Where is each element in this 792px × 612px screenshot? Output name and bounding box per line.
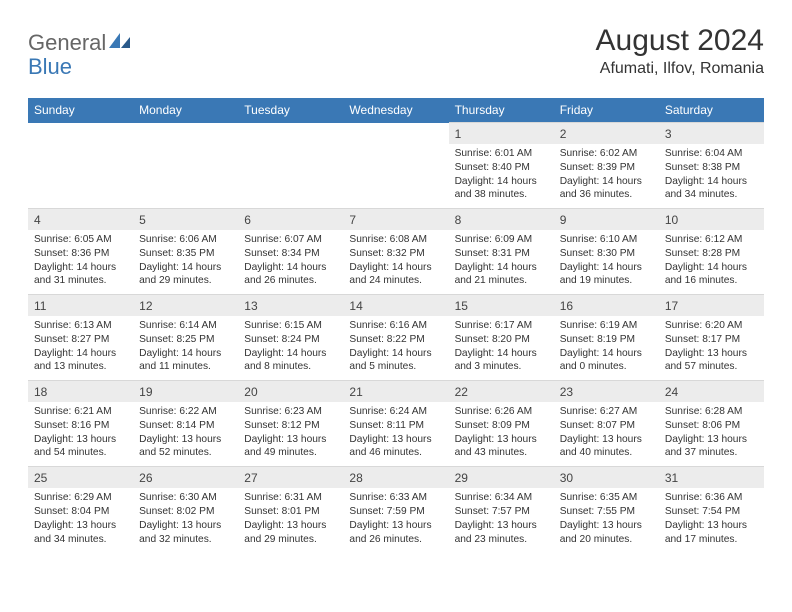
day-info-cell: Sunrise: 6:20 AMSunset: 8:17 PMDaylight:… [659, 316, 764, 381]
day-info-cell: Sunrise: 6:16 AMSunset: 8:22 PMDaylight:… [343, 316, 448, 381]
day-number-cell: 30 [554, 467, 659, 489]
day-info-cell: Sunrise: 6:22 AMSunset: 8:14 PMDaylight:… [133, 402, 238, 467]
day-number-cell: 18 [28, 381, 133, 403]
day-number-cell: 13 [238, 295, 343, 317]
day-number-cell: 11 [28, 295, 133, 317]
day-info-cell: Sunrise: 6:34 AMSunset: 7:57 PMDaylight:… [449, 488, 554, 552]
day-number-cell: 28 [343, 467, 448, 489]
weekday-header: Monday [133, 98, 238, 123]
day-number-cell: 12 [133, 295, 238, 317]
day-info-row: Sunrise: 6:29 AMSunset: 8:04 PMDaylight:… [28, 488, 764, 552]
weekday-header: Thursday [449, 98, 554, 123]
day-info-row: Sunrise: 6:05 AMSunset: 8:36 PMDaylight:… [28, 230, 764, 295]
day-number-cell: 31 [659, 467, 764, 489]
day-info-cell: Sunrise: 6:21 AMSunset: 8:16 PMDaylight:… [28, 402, 133, 467]
day-number-row: 25262728293031 [28, 467, 764, 489]
weekday-header: Tuesday [238, 98, 343, 123]
day-info-cell: Sunrise: 6:29 AMSunset: 8:04 PMDaylight:… [28, 488, 133, 552]
day-info-cell: Sunrise: 6:31 AMSunset: 8:01 PMDaylight:… [238, 488, 343, 552]
day-number-cell [238, 123, 343, 145]
calendar-table: SundayMondayTuesdayWednesdayThursdayFrid… [28, 98, 764, 552]
day-info-cell [28, 144, 133, 209]
day-info-cell: Sunrise: 6:19 AMSunset: 8:19 PMDaylight:… [554, 316, 659, 381]
day-number-cell: 16 [554, 295, 659, 317]
day-info-row: Sunrise: 6:13 AMSunset: 8:27 PMDaylight:… [28, 316, 764, 381]
day-number-cell: 25 [28, 467, 133, 489]
day-number-cell: 5 [133, 209, 238, 231]
day-info-cell: Sunrise: 6:33 AMSunset: 7:59 PMDaylight:… [343, 488, 448, 552]
day-number-cell [133, 123, 238, 145]
month-title: August 2024 [596, 24, 764, 58]
day-number-cell: 10 [659, 209, 764, 231]
day-number-cell: 9 [554, 209, 659, 231]
day-number-cell: 1 [449, 123, 554, 145]
day-number-cell: 20 [238, 381, 343, 403]
weekday-header: Saturday [659, 98, 764, 123]
day-number-row: 45678910 [28, 209, 764, 231]
weekday-header-row: SundayMondayTuesdayWednesdayThursdayFrid… [28, 98, 764, 123]
day-number-cell: 23 [554, 381, 659, 403]
location-text: Afumati, Ilfov, Romania [596, 60, 764, 78]
day-info-cell: Sunrise: 6:27 AMSunset: 8:07 PMDaylight:… [554, 402, 659, 467]
title-block: August 2024 Afumati, Ilfov, Romania [596, 24, 764, 78]
day-info-cell: Sunrise: 6:26 AMSunset: 8:09 PMDaylight:… [449, 402, 554, 467]
day-number-cell: 15 [449, 295, 554, 317]
weekday-header: Friday [554, 98, 659, 123]
day-number-cell: 8 [449, 209, 554, 231]
day-info-cell: Sunrise: 6:23 AMSunset: 8:12 PMDaylight:… [238, 402, 343, 467]
logo-text-general: General [28, 30, 106, 56]
day-info-cell: Sunrise: 6:10 AMSunset: 8:30 PMDaylight:… [554, 230, 659, 295]
day-number-cell: 22 [449, 381, 554, 403]
day-number-cell: 17 [659, 295, 764, 317]
day-number-cell [28, 123, 133, 145]
day-number-cell: 4 [28, 209, 133, 231]
day-number-cell: 24 [659, 381, 764, 403]
day-info-row: Sunrise: 6:21 AMSunset: 8:16 PMDaylight:… [28, 402, 764, 467]
day-info-cell: Sunrise: 6:12 AMSunset: 8:28 PMDaylight:… [659, 230, 764, 295]
day-info-cell: Sunrise: 6:15 AMSunset: 8:24 PMDaylight:… [238, 316, 343, 381]
day-number-row: 18192021222324 [28, 381, 764, 403]
day-number-cell: 21 [343, 381, 448, 403]
day-info-cell: Sunrise: 6:07 AMSunset: 8:34 PMDaylight:… [238, 230, 343, 295]
day-info-cell: Sunrise: 6:36 AMSunset: 7:54 PMDaylight:… [659, 488, 764, 552]
day-info-cell: Sunrise: 6:17 AMSunset: 8:20 PMDaylight:… [449, 316, 554, 381]
day-number-cell: 6 [238, 209, 343, 231]
logo-sail-icon [108, 30, 132, 56]
day-info-cell [238, 144, 343, 209]
header: GeneralBlue August 2024 Afumati, Ilfov, … [28, 24, 764, 80]
day-info-cell: Sunrise: 6:05 AMSunset: 8:36 PMDaylight:… [28, 230, 133, 295]
day-info-cell: Sunrise: 6:28 AMSunset: 8:06 PMDaylight:… [659, 402, 764, 467]
day-info-cell: Sunrise: 6:09 AMSunset: 8:31 PMDaylight:… [449, 230, 554, 295]
day-number-cell: 29 [449, 467, 554, 489]
day-number-cell: 19 [133, 381, 238, 403]
day-info-cell: Sunrise: 6:30 AMSunset: 8:02 PMDaylight:… [133, 488, 238, 552]
day-number-cell: 7 [343, 209, 448, 231]
day-number-cell [343, 123, 448, 145]
day-info-row: Sunrise: 6:01 AMSunset: 8:40 PMDaylight:… [28, 144, 764, 209]
day-info-cell: Sunrise: 6:13 AMSunset: 8:27 PMDaylight:… [28, 316, 133, 381]
day-number-cell: 27 [238, 467, 343, 489]
day-info-cell [343, 144, 448, 209]
day-number-cell: 26 [133, 467, 238, 489]
day-info-cell: Sunrise: 6:08 AMSunset: 8:32 PMDaylight:… [343, 230, 448, 295]
day-info-cell: Sunrise: 6:35 AMSunset: 7:55 PMDaylight:… [554, 488, 659, 552]
weekday-header: Sunday [28, 98, 133, 123]
day-info-cell: Sunrise: 6:02 AMSunset: 8:39 PMDaylight:… [554, 144, 659, 209]
calendar-body: 123Sunrise: 6:01 AMSunset: 8:40 PMDaylig… [28, 123, 764, 553]
day-number-cell: 2 [554, 123, 659, 145]
logo: GeneralBlue [28, 24, 132, 80]
day-info-cell: Sunrise: 6:01 AMSunset: 8:40 PMDaylight:… [449, 144, 554, 209]
day-info-cell: Sunrise: 6:06 AMSunset: 8:35 PMDaylight:… [133, 230, 238, 295]
day-number-row: 11121314151617 [28, 295, 764, 317]
day-number-cell: 3 [659, 123, 764, 145]
day-number-cell: 14 [343, 295, 448, 317]
day-info-cell: Sunrise: 6:14 AMSunset: 8:25 PMDaylight:… [133, 316, 238, 381]
day-info-cell: Sunrise: 6:24 AMSunset: 8:11 PMDaylight:… [343, 402, 448, 467]
day-info-cell: Sunrise: 6:04 AMSunset: 8:38 PMDaylight:… [659, 144, 764, 209]
day-number-row: 123 [28, 123, 764, 145]
day-info-cell [133, 144, 238, 209]
logo-text-blue: Blue [28, 54, 72, 80]
weekday-header: Wednesday [343, 98, 448, 123]
